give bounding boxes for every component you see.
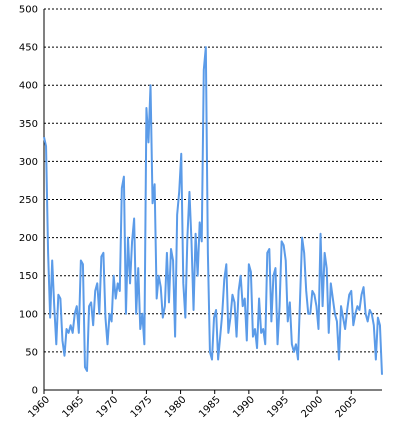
y-tick-label: 450 [19, 43, 38, 54]
x-tick-label: 1975 [129, 394, 155, 420]
series-line-0 [43, 46, 383, 375]
y-tick-label: 250 [19, 195, 38, 206]
y-axis: 0 50 100 150 200 250 300 350 400 450 500 [19, 5, 45, 397]
gridlines [44, 8, 382, 391]
x-tick-label: 1995 [265, 394, 291, 420]
y-tick-label: 200 [19, 233, 38, 244]
y-tick-label: 500 [19, 5, 38, 16]
y-tick-label: 350 [19, 119, 38, 130]
x-tick-label: 1985 [197, 394, 223, 420]
x-tick-label: 1960 [26, 394, 52, 420]
y-tick-label: 50 [25, 347, 38, 358]
x-tick-label: 1980 [163, 394, 189, 420]
x-tick-label: 2000 [299, 394, 325, 420]
y-tick-label: 0 [32, 386, 38, 397]
y-tick-label: 150 [19, 271, 38, 282]
y-tick-label: 400 [19, 81, 38, 92]
y-tick-label: 300 [19, 157, 38, 168]
series-layer [43, 46, 383, 375]
x-tick-label: 1970 [95, 394, 121, 420]
x-tick-label: 1965 [60, 394, 86, 420]
x-tick-label: 1990 [231, 394, 257, 420]
y-tick-label: 100 [19, 309, 38, 320]
x-axis: 1960 1965 1970 1975 1980 1985 1990 1995 2000 2005 [26, 390, 359, 420]
x-tick-label: 2005 [334, 394, 360, 420]
